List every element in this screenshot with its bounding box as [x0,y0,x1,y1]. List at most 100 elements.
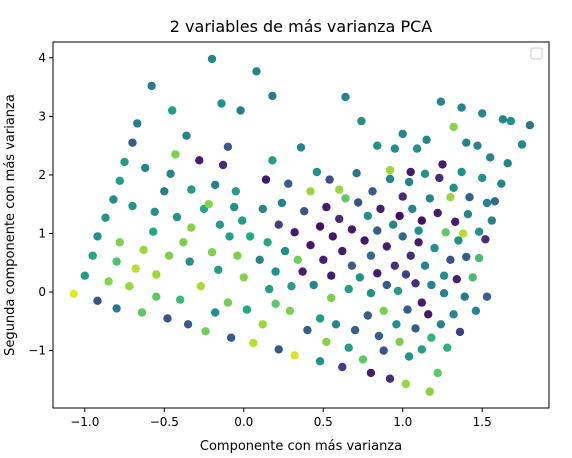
y-tick-label: 1 [38,226,46,240]
scatter-point-159 [412,144,422,153]
scatter-point-18 [137,308,147,317]
scatter-point-17 [133,119,142,128]
scatter-point-46 [207,248,217,257]
scatter-point-154 [404,177,414,187]
scatter-point-207 [481,235,490,244]
scatter-point-24 [152,292,161,301]
scatter-point-96 [315,314,325,323]
scatter-point-193 [457,103,466,112]
scatter-point-168 [424,310,433,319]
scatter-point-11 [115,176,125,185]
scatter-point-51 [217,99,226,108]
scatter-point-113 [344,284,353,294]
scatter-point-16 [131,264,140,273]
scatter-point-58 [231,187,240,196]
scatter-point-188 [449,183,458,192]
scatter-point-186 [449,122,458,132]
scatter-point-190 [452,275,461,284]
scatter-point-115 [347,261,357,270]
scatter-point-14 [128,201,137,211]
scatter-point-56 [226,333,236,342]
scatter-point-91 [306,241,315,250]
scatter-point-12 [120,157,129,167]
scatter-point-78 [274,345,283,354]
scatter-point-57 [230,202,239,212]
scatter-point-116 [350,325,360,335]
points-layer [69,54,535,396]
scatter-point-181 [439,289,449,298]
scatter-point-60 [236,106,245,115]
scatter-point-210 [486,153,495,162]
scatter-point-117 [352,169,361,178]
scatter-point-185 [446,255,455,264]
scatter-point-33 [176,295,185,304]
scatter-point-125 [366,251,376,260]
scatter-point-187 [449,310,458,319]
scatter-point-206 [478,173,487,183]
scatter-point-77 [271,267,280,276]
scatter-point-160 [414,226,423,235]
scatter-point-45 [207,54,217,64]
scatter-point-81 [284,179,293,188]
scatter-point-139 [385,174,395,184]
scatter-point-130 [373,141,382,150]
scatter-point-39 [187,223,196,232]
scatter-point-184 [446,193,455,202]
scatter-point-87 [296,143,306,152]
scatter-point-31 [171,150,180,159]
scatter-point-161 [414,238,423,247]
scatter-point-157 [411,324,420,333]
scatter-point-64 [245,232,255,241]
scatter-point-44 [204,200,213,209]
scatter-point-75 [271,299,280,308]
y-axis-label: Segunda componente con más varianza [3,94,18,356]
scatter-point-98 [319,255,328,264]
scatter-point-94 [312,167,322,177]
scatter-point-2 [88,251,97,260]
scatter-point-164 [417,216,426,225]
scatter-point-218 [525,121,535,130]
scatter-point-119 [355,273,364,282]
scatter-point-175 [433,368,442,378]
scatter-point-174 [433,208,442,218]
scatter-point-177 [436,97,446,106]
scatter-point-88 [298,267,307,276]
y-axis-ticks: −1 0 1 2 3 4 [28,51,53,358]
scatter-point-73 [268,91,277,101]
scatter-point-85 [290,228,299,237]
x-tick-label: 0.0 [234,415,253,429]
scatter-point-165 [420,261,430,270]
scatter-point-143 [392,320,401,329]
scatter-point-141 [389,220,398,229]
scatter-point-79 [277,198,287,208]
y-tick-label: 0 [38,285,46,299]
scatter-point-102 [327,271,336,280]
scatter-point-23 [152,270,161,279]
scatter-point-147 [398,232,407,241]
scatter-point-41 [196,282,205,291]
scatter-point-74 [268,156,277,165]
scatter-point-155 [406,251,415,260]
scatter-point-219 [406,167,415,177]
scatter-point-136 [382,242,391,251]
scatter-point-83 [287,282,296,291]
scatter-point-173 [430,243,439,253]
scatter-point-21 [147,81,156,91]
scatter-point-61 [238,216,247,225]
scatter-point-6 [104,277,113,286]
scatter-point-148 [398,192,407,201]
scatter-point-71 [263,238,272,247]
scatter-point-158 [411,279,420,288]
scatter-point-128 [368,187,377,196]
scatter-point-5 [101,213,110,222]
scatter-point-135 [379,346,388,355]
scatter-point-82 [285,306,295,315]
scatter-point-137 [382,280,391,290]
scatter-point-28 [164,251,174,260]
scatter-point-197 [462,252,471,262]
scatter-point-32 [172,212,182,222]
scatter-point-194 [457,167,466,177]
scatter-point-171 [427,280,436,290]
x-axis-ticks: −1.0 −0.5 0.0 0.5 1.0 1.5 [70,408,492,429]
